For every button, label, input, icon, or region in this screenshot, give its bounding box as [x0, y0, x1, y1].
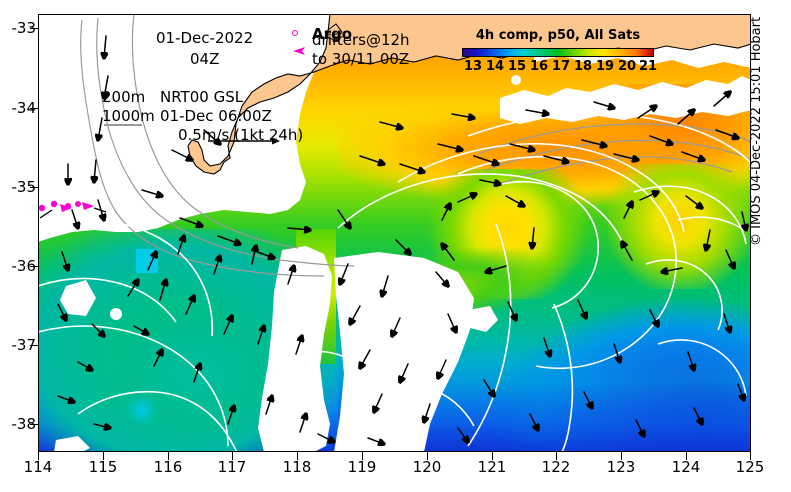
colorbar-title: 4h comp, p50, All Sats — [475, 28, 641, 43]
x-tick-label: 115 — [88, 458, 118, 476]
x-tick-label: 124 — [671, 458, 701, 476]
copyright-label: © IMOS 04-Dec-2022 15:01 Hobart — [749, 16, 764, 246]
y-tick-label: -33 — [11, 19, 37, 37]
date-line1: 01-Dec-2022 — [156, 29, 254, 47]
depth-1000m-label: 1000m — [102, 107, 155, 125]
ssh-contours — [38, 113, 751, 452]
y-tick-label: -36 — [11, 257, 37, 275]
colorbar-tick: 20 — [617, 59, 637, 74]
y-tick-label: -38 — [11, 415, 37, 433]
x-tick-label: 120 — [412, 458, 442, 476]
depth-scale-tick — [104, 124, 142, 126]
argo-legend-line3: to 30/11 00Z — [312, 50, 410, 68]
argo-float-tracks — [38, 200, 107, 219]
x-tick-mark — [232, 452, 233, 460]
x-tick-mark — [168, 452, 169, 460]
colorbar-tick: 17 — [551, 59, 571, 74]
y-tick-mark — [30, 266, 38, 267]
x-tick-label: 116 — [153, 458, 183, 476]
colorbar-tick: 14 — [485, 59, 505, 74]
y-tick-mark — [30, 345, 38, 346]
x-tick-mark — [297, 452, 298, 460]
x-tick-label: 119 — [347, 458, 377, 476]
colorbar-tick: 15 — [507, 59, 527, 74]
x-tick-mark — [621, 452, 622, 460]
y-tick-label: -37 — [11, 336, 37, 354]
x-tick-mark — [103, 452, 104, 460]
colorbar-tick: 13 — [463, 59, 483, 74]
sst-cyan-patch-2 — [126, 396, 158, 424]
x-tick-label: 121 — [477, 458, 507, 476]
x-tick-mark — [492, 452, 493, 460]
scale-reference-arrow — [208, 137, 280, 145]
argo-drifter-arrow-icon — [293, 47, 305, 55]
x-tick-mark — [750, 452, 751, 460]
x-tick-mark — [362, 452, 363, 460]
date-line2: 04Z — [190, 50, 220, 68]
colorbar-tick: 16 — [529, 59, 549, 74]
x-tick-label: 118 — [282, 458, 312, 476]
scale-label: 0.5m/s (1kt 24h) — [178, 126, 304, 144]
colorbar-gradient — [462, 48, 654, 57]
y-tick-mark — [30, 108, 38, 109]
y-tick-label: -35 — [11, 178, 37, 196]
argo-circle-marker-icon — [292, 30, 298, 36]
x-tick-mark — [38, 452, 39, 460]
y-tick-mark — [30, 28, 38, 29]
depth-200m-label: 200m — [102, 88, 146, 106]
x-tick-label: 123 — [606, 458, 636, 476]
colorbar-tick: 21 — [638, 59, 658, 74]
argo-legend: Argo drifters@12h to 30/11 00Z — [288, 24, 418, 72]
x-tick-label: 125 — [735, 458, 765, 476]
surface-current-vectors — [57, 35, 751, 452]
product-time: 01-Dec 06:00Z — [160, 107, 272, 125]
x-tick-label: 122 — [541, 458, 571, 476]
colorbar-legend: 4h comp, p50, All Sats 13 14 15 16 17 18… — [458, 28, 658, 80]
y-tick-mark — [30, 187, 38, 188]
y-tick-mark — [30, 424, 38, 425]
colorbar-tick: 19 — [595, 59, 615, 74]
map-plot-area[interactable]: 01-Dec-2022 04Z 200m 1000m NRT00 GSL 01-… — [38, 14, 751, 452]
x-tick-mark — [556, 452, 557, 460]
argo-legend-line2: drifters@12h — [312, 31, 410, 49]
argo-legend-title: Argo — [312, 25, 353, 43]
nodata-cloud-mask — [38, 14, 751, 452]
y-tick-label: -34 — [11, 99, 37, 117]
x-tick-label: 117 — [217, 458, 247, 476]
x-tick-label: 114 — [23, 458, 53, 476]
colorbar-tick: 18 — [573, 59, 593, 74]
product-label: NRT00 GSL — [160, 88, 244, 106]
colorbar-tick-labels: 13 14 15 16 17 18 19 20 21 — [458, 59, 658, 75]
x-tick-mark — [427, 452, 428, 460]
x-tick-mark — [686, 452, 687, 460]
